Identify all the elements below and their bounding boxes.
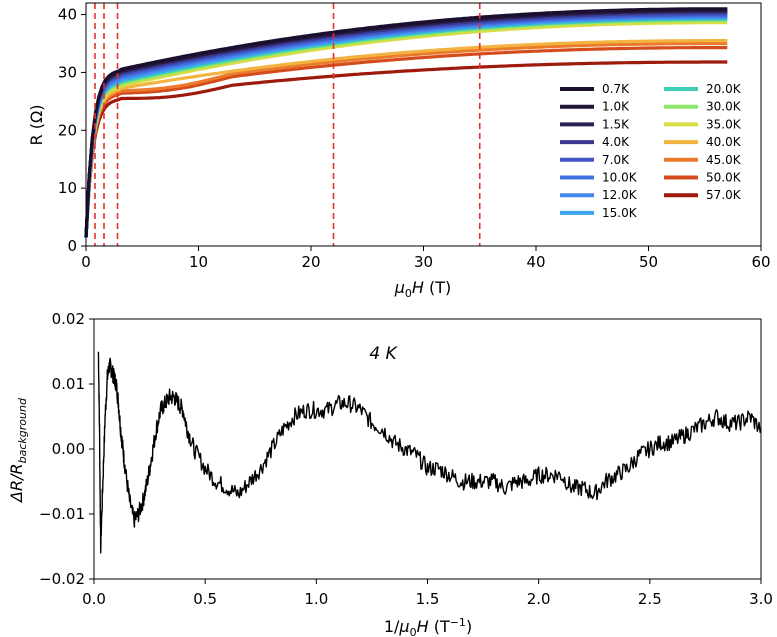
top-xtick-label: 50	[639, 253, 658, 271]
series-line-4.0K	[84, 11, 728, 238]
bottom-xtick-label: 1.0	[304, 590, 328, 608]
top-legend: 0.7K 1.0K 1.5K 4.0K 7.0K 10.0K 12.0K 15.0K 20.0K…	[560, 82, 742, 220]
bottom-ytick-label: 0.01	[52, 375, 85, 393]
bottom-ytick-label: 0.02	[52, 310, 85, 328]
legend-label-50.0K: 50.0K	[706, 171, 742, 185]
series-line-35.0K	[84, 21, 728, 238]
top-chart: 0 10 20 30 40 50 60 0 10 20 30 40 μ0H (T) R (Ω) 0.7…	[27, 2, 771, 300]
bottom-xtick-label: 2.5	[638, 590, 662, 608]
bottom-xtick-label: 3.0	[749, 590, 773, 608]
series-line-12.0K	[84, 15, 728, 238]
bottom-ytick-label: 0.00	[52, 440, 85, 458]
bottom-xtick-label: 0.5	[193, 590, 217, 608]
legend-label-1.5K: 1.5K	[602, 117, 630, 131]
top-xtick-label: 10	[189, 253, 208, 271]
top-ytick-label: 20	[58, 121, 77, 139]
legend-label-45.0K: 45.0K	[706, 153, 742, 167]
top-xlabel: μ0H (T)	[394, 278, 452, 300]
top-xtick-label: 0	[81, 253, 91, 271]
legend-label-12.0K: 12.0K	[602, 188, 638, 202]
top-xtick-label: 60	[751, 253, 770, 271]
legend-label-30.0K: 30.0K	[706, 100, 742, 114]
bottom-xtick-label: 1.5	[416, 590, 440, 608]
top-vlines	[94, 3, 481, 246]
top-ytick-label: 0	[67, 237, 77, 255]
bottom-ytick-label: −0.01	[39, 505, 85, 523]
legend-label-0.7K: 0.7K	[602, 82, 630, 96]
series-line-45.0K	[84, 41, 728, 238]
legend-label-1.0K: 1.0K	[602, 100, 630, 114]
bottom-annotation: 4 K	[369, 344, 398, 364]
bottom-xtick-label: 0.0	[82, 590, 106, 608]
top-ytick-label: 40	[58, 6, 77, 24]
top-ytick-label: 30	[58, 63, 77, 81]
bottom-ylabel: ΔR/Rbackground	[7, 397, 29, 504]
legend-label-35.0K: 35.0K	[706, 117, 742, 131]
bottom-ticks: 0.0 0.5 1.0 1.5 2.0 2.5 3.0 0.02 0.01 0.00 −0.01 −0…	[39, 310, 773, 608]
series-line-0.7K	[84, 7, 728, 238]
bottom-xtick-label: 2.0	[527, 590, 551, 608]
legend-label-4.0K: 4.0K	[602, 135, 630, 149]
top-ytick-label: 10	[58, 179, 77, 197]
series-line-50.0K	[84, 46, 728, 238]
legend-label-15.0K: 15.0K	[602, 206, 638, 220]
top-xtick-label: 30	[414, 253, 433, 271]
legend-label-20.0K: 20.0K	[706, 82, 742, 96]
bottom-ytick-label: −0.02	[39, 570, 85, 588]
top-xtick-label: 40	[526, 253, 545, 271]
top-xtick-label: 20	[301, 253, 320, 271]
series-line-40.0K	[84, 39, 728, 238]
bottom-chart: 0.0 0.5 1.0 1.5 2.0 2.5 3.0 0.02 0.01 0.00 −0.01 −0…	[7, 310, 773, 637]
top-curves	[84, 7, 728, 238]
bottom-xlabel: 1/μ0H (T−1)	[384, 616, 472, 637]
series-line-57.0K	[84, 60, 728, 238]
legend-label-10.0K: 10.0K	[602, 171, 638, 185]
top-ylabel: R (Ω)	[27, 105, 46, 146]
top-ticks: 0 10 20 30 40 50 60 0 10 20 30 40	[58, 6, 771, 271]
legend-label-57.0K: 57.0K	[706, 188, 742, 202]
oscillation-line	[97, 351, 762, 554]
legend-label-7.0K: 7.0K	[602, 153, 630, 167]
series-line-7.0K	[84, 13, 728, 238]
legend-label-40.0K: 40.0K	[706, 135, 742, 149]
